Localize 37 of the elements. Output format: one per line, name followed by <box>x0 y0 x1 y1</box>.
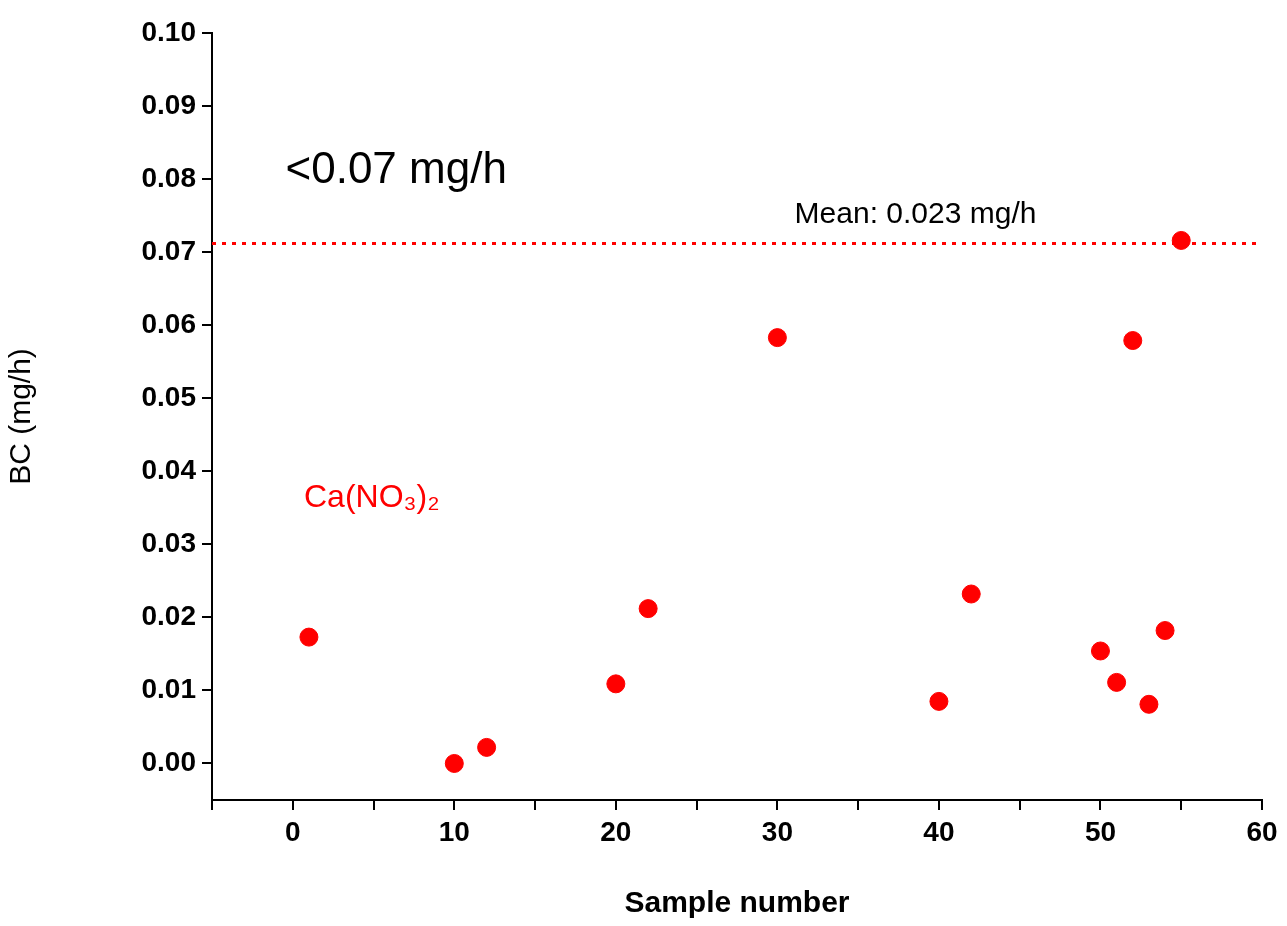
x-tick-label: 50 <box>1084 815 1117 847</box>
point <box>638 599 658 619</box>
point <box>1139 694 1159 714</box>
x-tick-label: 30 <box>761 815 793 847</box>
y-tick-label: 0.10 <box>141 15 196 47</box>
x-axis-title: Sample number <box>624 885 850 919</box>
y-tick-label: 0.01 <box>141 673 196 705</box>
point <box>444 753 464 773</box>
point <box>1107 672 1127 692</box>
point <box>1090 641 1110 661</box>
text: Ca(NO₃)₂ <box>304 477 440 514</box>
annotation: Mean: 0.023 mg/h <box>794 196 1037 230</box>
x-tick-label: 40 <box>923 815 955 847</box>
y-tick-label: 0.06 <box>141 307 196 339</box>
point <box>929 691 949 711</box>
y-tick-label: 0.02 <box>141 600 196 632</box>
point <box>1171 230 1191 250</box>
point <box>767 328 787 348</box>
y-tick-label: 0.04 <box>141 454 197 485</box>
y-axis-title: BC (mg/h) <box>3 348 37 485</box>
y-tick-label: 0.00 <box>141 746 196 778</box>
point <box>606 674 626 694</box>
point <box>477 737 497 757</box>
annotation: <0.07 mg/h <box>285 143 507 193</box>
point <box>1123 331 1143 351</box>
y-tick-label: 0.05 <box>141 380 196 412</box>
y-tick-label: 0.08 <box>141 161 196 193</box>
point <box>1155 621 1175 641</box>
x-tick-label: 0 <box>284 815 301 847</box>
x-tick-label: 60 <box>1246 815 1278 847</box>
x-tick-label: 10 <box>438 815 470 847</box>
point <box>961 584 981 604</box>
y-tick-label: 0.09 <box>141 88 196 120</box>
y-tick-label: 0.03 <box>141 527 196 559</box>
y-tick-label: 0.07 <box>141 234 196 266</box>
x-tick-label: 20 <box>600 815 632 847</box>
point <box>299 627 319 647</box>
